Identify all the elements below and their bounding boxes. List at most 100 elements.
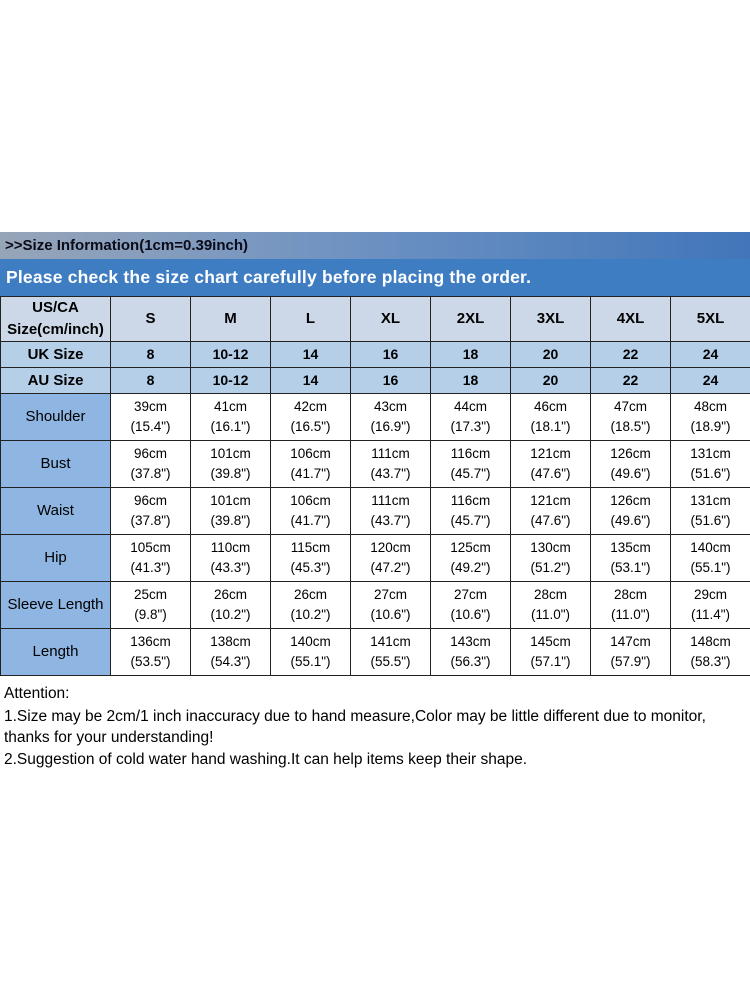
region-size-cell: 10-12 xyxy=(190,366,271,394)
value-cm: 130cm xyxy=(530,539,571,555)
measurement-label-cell: Hip xyxy=(0,533,111,582)
value-cm: 111cm xyxy=(371,445,410,461)
value-cm: 120cm xyxy=(370,539,411,555)
attention-title: Attention: xyxy=(4,684,70,702)
value-cm: 101cm xyxy=(210,492,251,508)
size-info-banner-text: >>Size Information(1cm=0.39inch) xyxy=(5,237,248,254)
measurement-label-cell: Length xyxy=(0,627,111,676)
size-header-cell: L xyxy=(270,296,351,342)
measurement-value-cell: 28cm (11.0") xyxy=(590,580,671,629)
size-info-banner: >>Size Information(1cm=0.39inch) xyxy=(0,232,750,259)
measurement-value-cell: 136cm (53.5") xyxy=(110,627,191,676)
size-table: US/CA Size(cm/inch) S M L XL 2XL 3XL 4XL 5XL UK S… xyxy=(0,296,750,676)
value-cm: 121cm xyxy=(530,445,571,461)
measurement-value-cell: 116cm (45.7") xyxy=(430,439,511,488)
notice-banner-text: Please check the size chart carefully be… xyxy=(6,267,532,287)
measurement-value-cell: 27cm (10.6") xyxy=(350,580,431,629)
value-inch: (56.3") xyxy=(450,653,491,669)
value-cm: 105cm xyxy=(130,539,171,555)
size-header-cell: 4XL xyxy=(590,296,671,342)
value-cm: 106cm xyxy=(290,445,331,461)
measurement-row: Sleeve Length 25cm (9.8") 26cm (10.2") 26cm (1… xyxy=(0,580,750,629)
value-inch: (49.2") xyxy=(450,559,491,575)
value-inch: (49.6") xyxy=(610,465,651,481)
region-size-cell: 8 xyxy=(110,366,191,394)
measurement-value-cell: 140cm (55.1") xyxy=(270,627,351,676)
value-cm: 41cm xyxy=(213,398,247,414)
value-inch: (16.1") xyxy=(210,418,251,434)
measurement-value-cell: 130cm (51.2") xyxy=(510,533,591,582)
value-cm: 26cm xyxy=(213,586,247,602)
region-size-cell: 18 xyxy=(430,340,511,368)
value-cm: 106cm xyxy=(290,492,331,508)
value-inch: (9.8") xyxy=(134,606,167,622)
measurement-row: Bust 96cm (37.8") 101cm (39.8") 106cm (41.7") 1… xyxy=(0,439,750,488)
size-header-cell: S xyxy=(110,296,191,342)
value-inch: (43.3") xyxy=(210,559,251,575)
value-inch: (37.8") xyxy=(130,512,171,528)
value-cm: 136cm xyxy=(130,633,171,649)
value-inch: (11.0") xyxy=(610,606,651,622)
value-cm: 140cm xyxy=(290,633,331,649)
value-cm: 96cm xyxy=(133,492,167,508)
region-size-cell: 8 xyxy=(110,340,191,368)
measurement-value-cell: 96cm (37.8") xyxy=(110,439,191,488)
measurement-value-cell: 106cm (41.7") xyxy=(270,439,351,488)
size-header-cell: 3XL xyxy=(510,296,591,342)
region-size-cell: 24 xyxy=(670,366,750,394)
value-cm: 43cm xyxy=(373,398,407,414)
value-inch: (45.7") xyxy=(450,512,491,528)
value-cm: 115cm xyxy=(290,539,331,555)
value-cm: 143cm xyxy=(450,633,491,649)
measurement-value-cell: 115cm (45.3") xyxy=(270,533,351,582)
measurement-value-cell: 126cm (49.6") xyxy=(590,439,671,488)
measurement-value-cell: 26cm (10.2") xyxy=(270,580,351,629)
value-cm: 141cm xyxy=(370,633,411,649)
region-size-cell: 14 xyxy=(270,366,351,394)
value-inch: (43.7") xyxy=(370,465,411,481)
value-cm: 101cm xyxy=(210,445,251,461)
value-inch: (17.3") xyxy=(450,418,491,434)
measurement-value-cell: 39cm (15.4") xyxy=(110,392,191,441)
value-inch: (37.8") xyxy=(130,465,171,481)
region-size-cell: 14 xyxy=(270,340,351,368)
value-inch: (41.7") xyxy=(290,465,331,481)
measurement-label-cell: Waist xyxy=(0,486,111,535)
value-inch: (45.3") xyxy=(290,559,331,575)
value-cm: 125cm xyxy=(450,539,491,555)
measurement-value-cell: 42cm (16.5") xyxy=(270,392,351,441)
value-inch: (41.7") xyxy=(290,512,331,528)
measurement-value-cell: 148cm (58.3") xyxy=(670,627,750,676)
measurement-value-cell: 138cm (54.3") xyxy=(190,627,271,676)
measurement-value-cell: 145cm (57.1") xyxy=(510,627,591,676)
value-cm: 135cm xyxy=(610,539,651,555)
value-cm: 96cm xyxy=(133,445,167,461)
value-cm: 116cm xyxy=(450,445,491,461)
value-cm: 25cm xyxy=(133,586,167,602)
measurement-value-cell: 126cm (49.6") xyxy=(590,486,671,535)
value-inch: (47.2") xyxy=(370,559,411,575)
region-size-cell: 20 xyxy=(510,366,591,394)
measurement-row: Shoulder 39cm (15.4") 41cm (16.1") 42cm (16.5"… xyxy=(0,392,750,441)
value-cm: 48cm xyxy=(693,398,727,414)
measurement-value-cell: 135cm (53.1") xyxy=(590,533,671,582)
measurement-value-cell: 116cm (45.7") xyxy=(430,486,511,535)
measurement-value-cell: 125cm (49.2") xyxy=(430,533,511,582)
value-inch: (16.5") xyxy=(290,418,331,434)
measurement-value-cell: 47cm (18.5") xyxy=(590,392,671,441)
region-size-cell: 24 xyxy=(670,340,750,368)
value-cm: 131cm xyxy=(690,492,731,508)
measurement-value-cell: 120cm (47.2") xyxy=(350,533,431,582)
measurement-value-cell: 106cm (41.7") xyxy=(270,486,351,535)
region-size-cell: 18 xyxy=(430,366,511,394)
value-cm: 47cm xyxy=(613,398,647,414)
measurement-label-cell: Bust xyxy=(0,439,111,488)
region-size-row: AU Size 8 10-12 14 16 18 20 22 24 xyxy=(0,366,750,394)
measurement-value-cell: 96cm (37.8") xyxy=(110,486,191,535)
size-header-cell: M xyxy=(190,296,271,342)
value-cm: 111cm xyxy=(371,492,410,508)
value-inch: (11.0") xyxy=(530,606,571,622)
measurement-value-cell: 41cm (16.1") xyxy=(190,392,271,441)
value-inch: (16.9") xyxy=(370,418,411,434)
size-table-body: US/CA Size(cm/inch) S M L XL 2XL 3XL 4XL 5XL UK S… xyxy=(0,296,750,676)
